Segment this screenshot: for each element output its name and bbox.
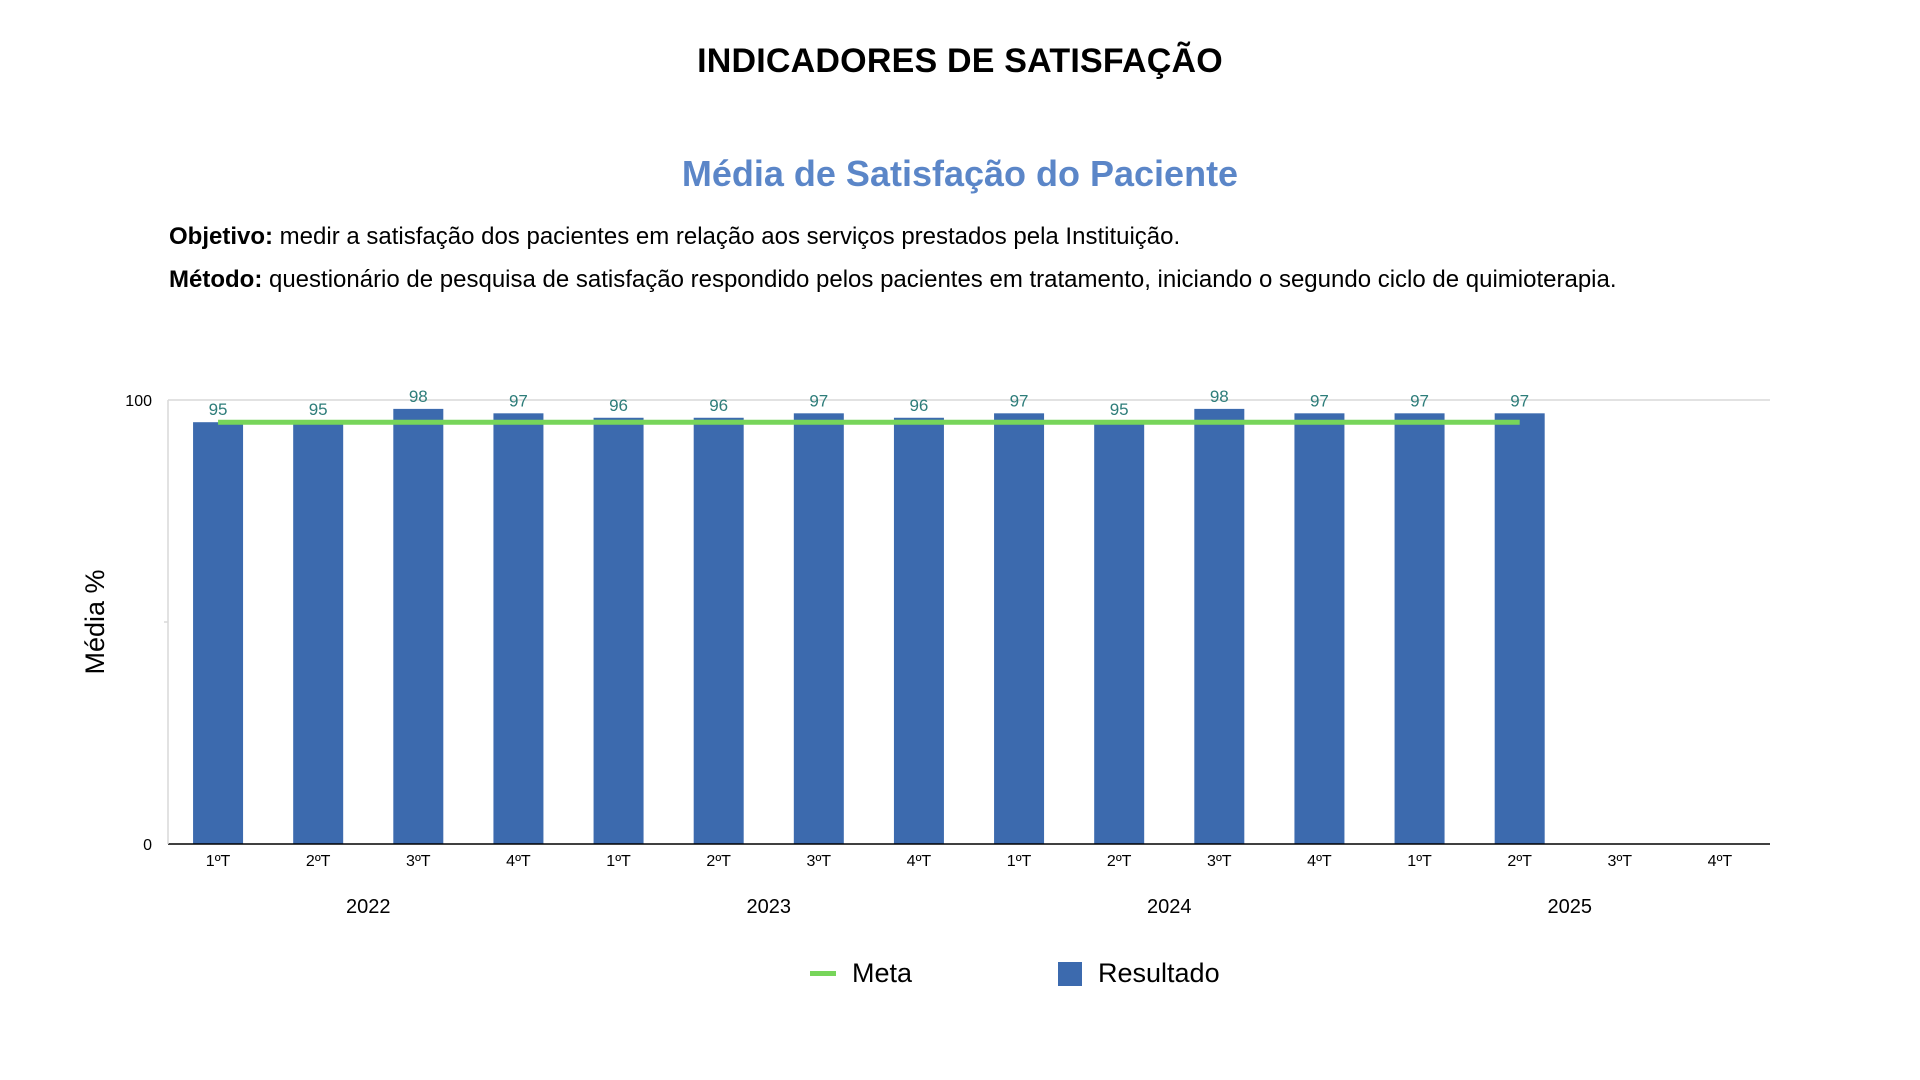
x-tick-label: 2ºT (1107, 853, 1132, 870)
legend-resultado-label: Resultado (1098, 958, 1220, 988)
bar (893, 417, 944, 844)
legend-item-resultado: Resultado (1058, 958, 1220, 989)
x-tick-label: 3ºT (1207, 853, 1232, 870)
year-group-label: 2024 (1147, 896, 1192, 918)
x-tick-label: 4ºT (907, 853, 932, 870)
x-tick-label: 3ºT (807, 853, 832, 870)
data-label: 96 (709, 396, 728, 415)
y-tick-label: 100 (125, 393, 152, 410)
bar (1494, 413, 1545, 844)
bar (793, 413, 844, 844)
bar (393, 408, 444, 844)
x-tick-label: 4ºT (1708, 853, 1733, 870)
data-label: 96 (609, 396, 628, 415)
y-axis-label: Média % (80, 569, 110, 674)
data-label: 95 (1110, 400, 1129, 419)
method-text: questionário de pesquisa de satisfação r… (262, 266, 1617, 293)
y-tick-label: 0 (143, 837, 152, 854)
data-label: 98 (1210, 387, 1229, 406)
legend-meta-line-swatch (810, 971, 836, 976)
page-title: INDICADORES DE SATISFAÇÃO (697, 42, 1223, 80)
x-tick-label: 1ºT (206, 853, 231, 870)
x-tick-label: 1ºT (606, 853, 631, 870)
bar (1194, 408, 1245, 844)
legend-resultado-box-swatch (1058, 961, 1082, 986)
bar (593, 417, 644, 844)
x-tick-label: 3ºT (1608, 853, 1633, 870)
bar (1094, 422, 1145, 844)
chart-title: Média de Satisfação do Paciente (681, 153, 1239, 194)
bar (193, 422, 244, 844)
year-group-label: 2023 (747, 896, 792, 918)
chart-legend: Meta Resultado (0, 958, 1920, 998)
data-label: 97 (809, 391, 828, 410)
data-label: 97 (1510, 391, 1529, 410)
bar (1294, 413, 1345, 844)
bar (994, 413, 1045, 844)
x-tick-label: 1ºT (1007, 853, 1032, 870)
data-label: 95 (209, 400, 228, 419)
bar (493, 413, 544, 844)
method-label: Método: (169, 266, 263, 293)
x-tick-label: 3ºT (406, 853, 431, 870)
objective-line: Objetivo: medir a satisfação dos pacient… (169, 223, 1180, 251)
objective-label: Objetivo: (169, 223, 274, 250)
bar (293, 422, 344, 844)
legend-meta-label: Meta (852, 958, 913, 988)
x-tick-label: 2ºT (306, 853, 331, 870)
year-group-label: 2025 (1548, 896, 1593, 918)
data-label: 97 (1310, 391, 1329, 410)
x-tick-label: 2ºT (1507, 853, 1532, 870)
legend-item-meta: Meta (810, 958, 912, 989)
objective-text: medir a satisfação dos pacientes em rela… (273, 223, 1181, 250)
x-tick-label: 4ºT (506, 853, 531, 870)
data-label: 97 (509, 391, 528, 410)
data-label: 96 (909, 396, 928, 415)
x-tick-label: 1ºT (1407, 853, 1432, 870)
bar (693, 417, 744, 844)
x-tick-label: 4ºT (1307, 853, 1332, 870)
data-label: 97 (1410, 391, 1429, 410)
bar (1394, 413, 1445, 844)
data-label: 95 (309, 400, 328, 419)
data-label: 97 (1010, 391, 1029, 410)
data-label: 98 (409, 387, 428, 406)
method-line: Método: questionário de pesquisa de sati… (169, 266, 1617, 294)
x-tick-label: 2ºT (706, 853, 731, 870)
year-group-label: 2022 (346, 896, 391, 918)
